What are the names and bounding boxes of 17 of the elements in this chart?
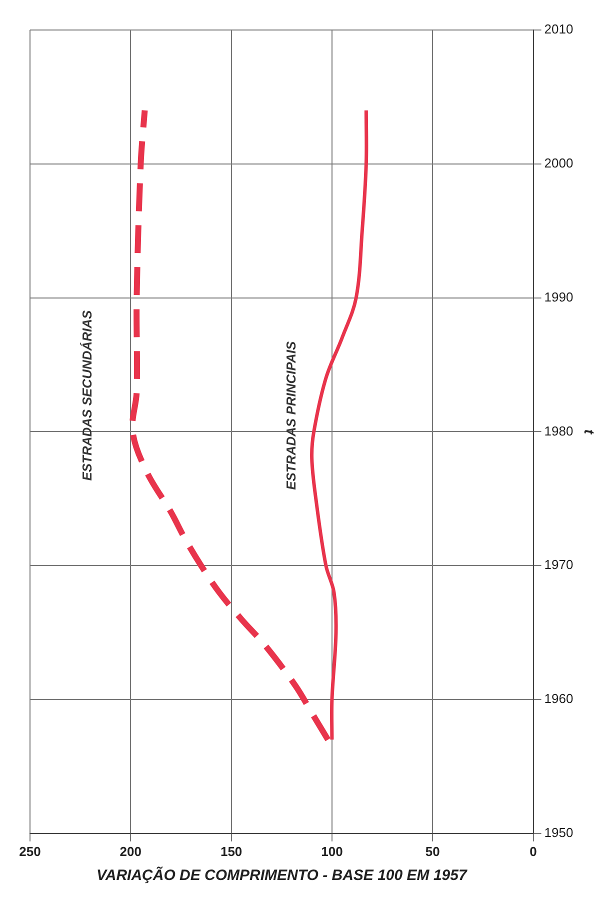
y-tick-label: 1960 (544, 691, 574, 706)
x-tick-label: 200 (120, 844, 142, 859)
y-tick-label: 1980 (544, 423, 574, 438)
y-tick-label: 1990 (544, 289, 574, 304)
y-axis-title: t (582, 429, 598, 436)
x-tick-label: 50 (425, 844, 440, 859)
x-tick-label: 100 (321, 844, 343, 859)
y-tick-label: 1970 (544, 557, 574, 572)
annotation: ESTRADAS SECUNDÁRIAS (79, 310, 94, 481)
x-tick-label: 150 (220, 844, 242, 859)
x-axis-title: VARIAÇÃO DE COMPRIMENTO - BASE 100 EM 1957 (96, 866, 468, 884)
y-tick-label: 2000 (544, 155, 574, 170)
x-tick-label: 0 (530, 844, 537, 859)
y-tick-label: 2010 (544, 22, 574, 37)
x-tick-label: 250 (19, 844, 41, 859)
annotation: ESTRADAS PRINCIPAIS (283, 341, 298, 490)
y-tick-label: 1950 (544, 824, 574, 840)
